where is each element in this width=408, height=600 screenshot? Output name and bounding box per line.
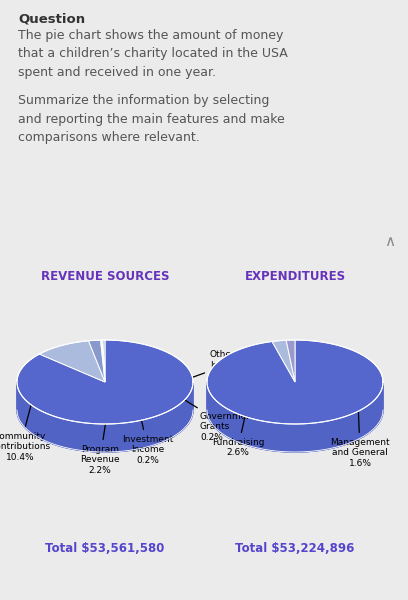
- Polygon shape: [103, 340, 105, 382]
- Text: Total $53,561,580: Total $53,561,580: [45, 542, 165, 555]
- Polygon shape: [89, 340, 105, 382]
- Polygon shape: [207, 340, 383, 424]
- Polygon shape: [101, 340, 105, 382]
- Polygon shape: [207, 382, 383, 452]
- Text: Donated Food
86.6%: Donated Food 86.6%: [53, 350, 127, 370]
- Text: ∧: ∧: [384, 234, 396, 249]
- Polygon shape: [17, 382, 193, 452]
- Text: Fundraising
2.6%: Fundraising 2.6%: [212, 406, 264, 457]
- Text: Question: Question: [18, 13, 85, 26]
- Text: Community
Contributions
10.4%: Community Contributions 10.4%: [0, 392, 51, 462]
- Polygon shape: [102, 340, 105, 382]
- Polygon shape: [207, 382, 383, 452]
- Text: EXPENDITURES: EXPENDITURES: [244, 270, 346, 283]
- Text: Other
Income
0.4%: Other Income 0.4%: [188, 350, 243, 380]
- Polygon shape: [39, 341, 105, 382]
- Text: Investment
Income
0.2%: Investment Income 0.2%: [122, 407, 174, 465]
- Text: Program
Revenue
2.2%: Program Revenue 2.2%: [80, 410, 120, 475]
- Text: Summarize the information by selecting
and reporting the main features and make
: Summarize the information by selecting a…: [18, 94, 285, 144]
- Text: REVENUE SOURCES: REVENUE SOURCES: [41, 270, 169, 283]
- Polygon shape: [17, 340, 193, 424]
- Text: Total $53,224,896: Total $53,224,896: [235, 542, 355, 555]
- Polygon shape: [272, 340, 295, 382]
- Text: The pie chart shows the amount of money
that a children’s charity located in the: The pie chart shows the amount of money …: [18, 29, 288, 79]
- Text: Government
Grants
0.2%: Government Grants 0.2%: [177, 395, 257, 442]
- Polygon shape: [286, 340, 295, 382]
- Text: Program Services
95.8%: Program Services 95.8%: [235, 350, 329, 370]
- Text: Management
and General
1.6%: Management and General 1.6%: [330, 403, 390, 468]
- Polygon shape: [17, 382, 193, 452]
